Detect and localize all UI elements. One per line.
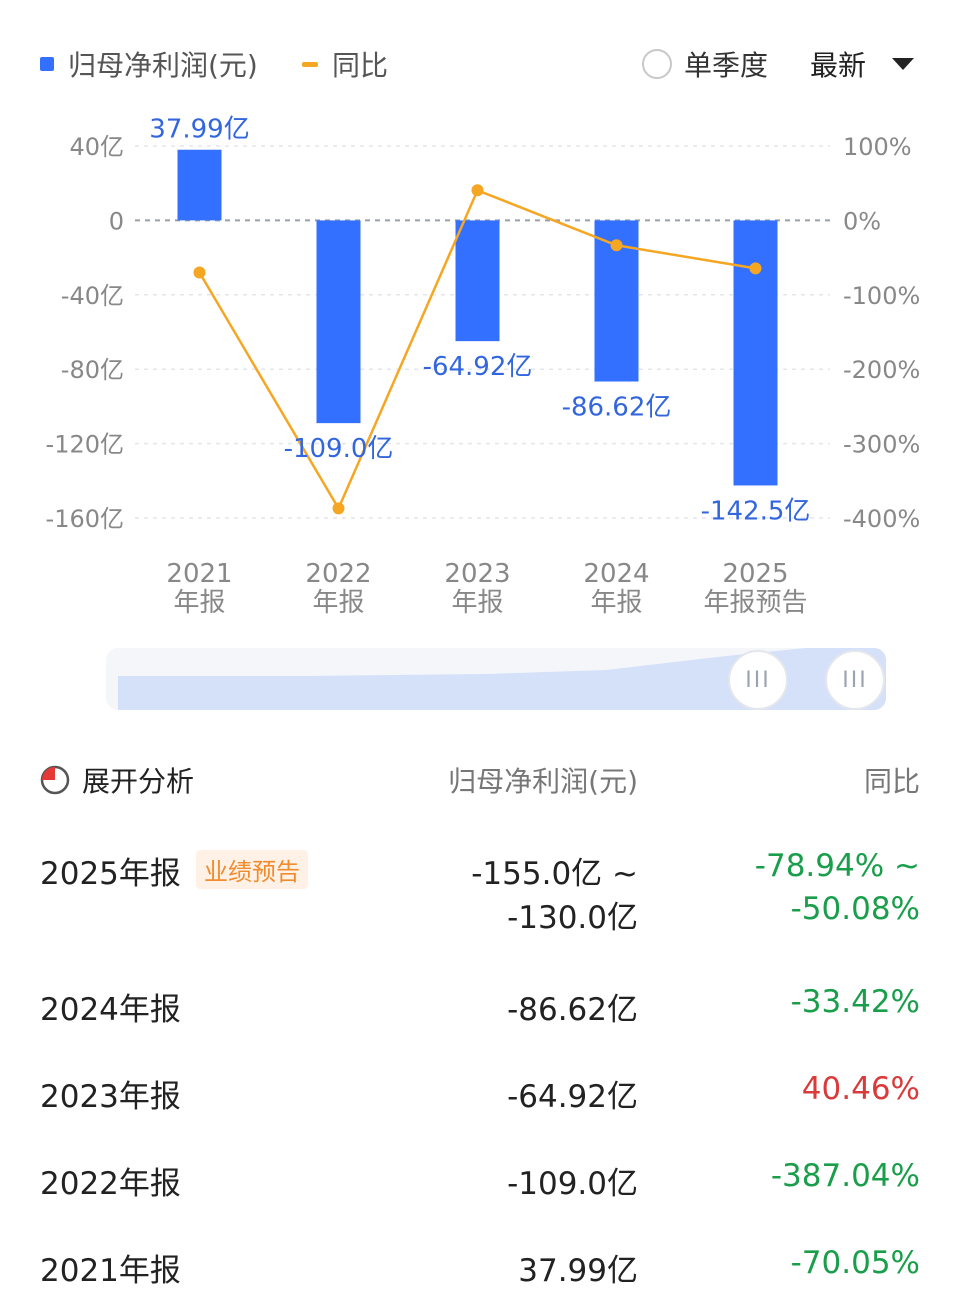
period-dropdown[interactable]: 最新 — [810, 44, 915, 84]
bar-data-label: 37.99亿 — [149, 115, 249, 145]
bar — [177, 149, 222, 221]
bar-data-label: -142.5亿 — [701, 496, 811, 526]
row-yoy-low: -78.94% ~ — [754, 848, 920, 884]
row-yoy-high: -50.08% — [790, 891, 920, 927]
x-tick-label: 2022 年报 — [305, 559, 371, 618]
y-tick-right: -300% — [843, 431, 920, 459]
x-tick-label: 2024 年报 — [583, 559, 649, 618]
pie-chart-icon — [40, 765, 70, 795]
y-tick-right: 0% — [843, 207, 881, 235]
legend-profit-label: 归母净利润(元) — [68, 49, 258, 82]
profit-chart: 40亿 100% 0 0% -40亿 -100% -80亿 -200% -120亿 -300% -1… — [46, 115, 921, 618]
row-yoy: -33.42% — [790, 984, 920, 1020]
row-value: -86.62亿 — [507, 992, 638, 1028]
row-value: -155.0亿 ~ -130.0亿 — [471, 848, 638, 943]
legend-line-swatch — [302, 61, 318, 67]
x-tick-label: 2025 年报预告 — [703, 559, 807, 618]
yoy-point — [193, 266, 206, 279]
yoy-point — [749, 262, 762, 275]
row-value-low: -155.0亿 ~ — [471, 856, 638, 892]
slider-left-handle[interactable]: III — [728, 650, 788, 710]
quarter-radio[interactable]: 单季度 — [642, 44, 768, 84]
slider-right-handle[interactable]: III — [825, 650, 885, 710]
row-yoy: -387.04% — [770, 1158, 920, 1194]
row-value: -64.92亿 — [507, 1079, 638, 1115]
row-value: 37.99亿 — [518, 1253, 638, 1289]
bar — [455, 220, 500, 342]
bar — [316, 220, 361, 424]
row-period: 2025年报 — [40, 856, 181, 892]
y-tick-left: -80亿 — [61, 356, 124, 384]
bar — [733, 220, 778, 486]
expand-analysis-button[interactable]: 展开分析 — [40, 760, 194, 800]
period-dropdown-label: 最新 — [810, 49, 867, 82]
row-yoy: -78.94% ~ -50.08% — [755, 848, 920, 934]
column-header-profit: 归母净利润(元) — [448, 765, 638, 798]
row-period: 2023年报 — [40, 1079, 181, 1115]
y-tick-left: 0 — [109, 207, 124, 235]
y-tick-right: 100% — [843, 133, 912, 161]
chart-header: 归母净利润(元) 同比 单季度 最新 — [0, 0, 960, 120]
radio-circle-icon — [642, 49, 672, 79]
row-period: 2024年报 — [40, 992, 181, 1028]
x-tick-label: 2021 年报 — [166, 559, 232, 618]
row-period: 2021年报 — [40, 1253, 181, 1289]
row-value: -109.0亿 — [507, 1166, 638, 1202]
y-tick-left: -40亿 — [61, 282, 124, 310]
forecast-badge: 业绩预告 — [196, 850, 308, 889]
y-tick-right: -400% — [843, 505, 920, 533]
quarter-label: 单季度 — [684, 49, 769, 82]
legend-yoy-label: 同比 — [332, 49, 389, 82]
legend-profit[interactable]: 归母净利润(元) — [40, 44, 258, 84]
y-tick-left: 40亿 — [69, 133, 124, 161]
row-period: 2022年报 — [40, 1166, 181, 1202]
table-header: 展开分析 归母净利润(元) 同比 — [0, 760, 960, 806]
legend-yoy[interactable]: 同比 — [302, 44, 388, 84]
bar-data-label: -64.92亿 — [423, 352, 533, 382]
y-tick-left: -120亿 — [46, 431, 124, 459]
yoy-point — [471, 184, 484, 197]
slider-preview — [118, 648, 886, 710]
column-header-yoy: 同比 — [863, 765, 920, 798]
row-yoy: 40.46% — [801, 1071, 920, 1107]
y-tick-right: -100% — [843, 282, 920, 310]
expand-analysis-label: 展开分析 — [82, 765, 195, 798]
y-tick-left: -160亿 — [46, 505, 124, 533]
row-value-high: -130.0亿 — [507, 900, 638, 936]
row-yoy: -70.05% — [790, 1245, 920, 1281]
bar-data-label: -86.62亿 — [562, 393, 672, 423]
legend-bar-swatch — [40, 57, 54, 71]
yoy-point — [610, 239, 623, 252]
bar-data-label: -109.0亿 — [284, 434, 394, 464]
chevron-down-icon — [892, 58, 915, 70]
y-tick-right: -200% — [843, 356, 920, 384]
yoy-point — [332, 502, 345, 515]
x-tick-label: 2023 年报 — [444, 559, 510, 618]
